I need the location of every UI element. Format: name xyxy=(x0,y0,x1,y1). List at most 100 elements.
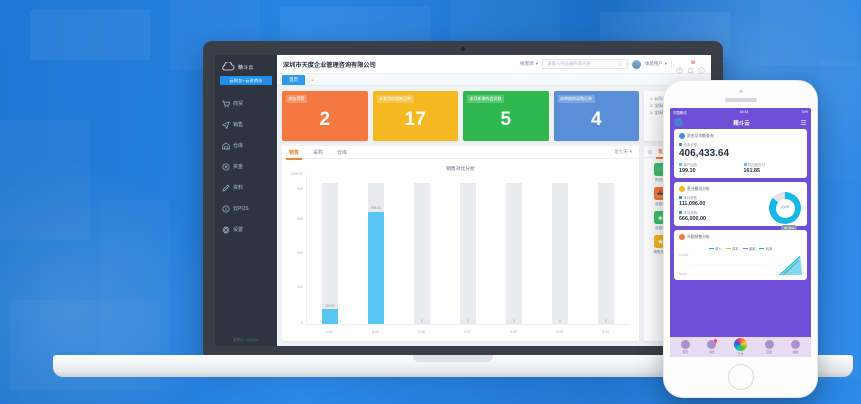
tab-sales[interactable]: 销售 xyxy=(285,146,303,160)
legend-item: 利润 xyxy=(759,246,772,251)
payable-block: 供应商应付 161.85 xyxy=(743,162,803,174)
phone-camera-icon xyxy=(739,90,742,93)
send-icon xyxy=(222,120,230,129)
payable-value: 161.85 xyxy=(743,168,761,174)
mini-plot-area xyxy=(690,254,802,276)
sidebar-item-label: 设置 xyxy=(233,227,244,233)
gear-icon xyxy=(222,225,230,234)
tab-home[interactable]: 首页 xyxy=(282,75,306,85)
tab-purchase[interactable]: 采购 xyxy=(313,149,324,156)
tab-strip: 首页 + xyxy=(277,74,711,86)
wallet-icon xyxy=(679,133,685,139)
content-left-column: 库存预警 2 未发货的销售订单 17 本月新增的会员数 5 xyxy=(282,91,639,341)
quick-action-label: 销售报表 xyxy=(653,250,668,254)
tab-home[interactable]: 首页 xyxy=(680,340,690,354)
chart-pie-icon xyxy=(679,186,685,192)
carrier-label: 中国移动 xyxy=(673,110,687,115)
brand-logo-group[interactable]: 精斗云 xyxy=(215,55,277,74)
kpi-value: 2 xyxy=(319,108,331,130)
list-menu-icon[interactable] xyxy=(800,119,807,126)
y-tick: 1000.87 xyxy=(290,172,303,176)
laptop-bezel: 精斗云 云财务+云进销存 商贸 销售 xyxy=(203,41,723,356)
sidebar-item-label: 销售 xyxy=(233,122,244,128)
sidebar-item-sales[interactable]: 销售 xyxy=(215,114,277,135)
sidebar-nav: 商贸 销售 仓库 xyxy=(215,93,277,240)
tab-profile[interactable]: 我的 xyxy=(791,340,801,354)
phone-field-sales-card[interactable]: 外勤销售分析 收入 成本 费用 利润 100,000 50,000 xyxy=(674,230,807,280)
pencil-icon xyxy=(222,183,230,192)
kpi-card-row: 库存预警 2 未发货的销售订单 17 本月新增的会员数 5 xyxy=(282,91,639,141)
clock-label: 16:34 xyxy=(739,110,749,114)
search-icon[interactable] xyxy=(617,61,623,67)
topbar-right-group: 搜客牌 ▾ 请输入商品编码或名称 体验用户 ▾ xyxy=(520,59,705,74)
phone-nav-bar: 精斗云 xyxy=(670,116,811,129)
quick-action-label: 收款单 xyxy=(655,202,666,206)
tab-apps[interactable]: 应用 xyxy=(764,340,774,354)
sidebar-item-label: 资金 xyxy=(233,164,244,170)
x-tick: 5-04 xyxy=(325,329,333,334)
tab-work[interactable]: 工作 xyxy=(733,338,747,356)
bar-group[interactable]: 0 xyxy=(583,174,629,324)
user-menu[interactable]: 体验用户 ▾ xyxy=(645,61,667,67)
collapse-icon[interactable] xyxy=(648,149,652,154)
search-input[interactable]: 请输入商品编码或名称 xyxy=(542,59,629,69)
kpi-card-new-members[interactable]: 本月新增的会员数 5 xyxy=(463,91,549,141)
phone-home-button[interactable] xyxy=(727,364,754,390)
chevron-down-icon: ▾ xyxy=(664,61,667,66)
bar-group[interactable]: 0 xyxy=(491,174,537,324)
payable-label: 供应商应付 xyxy=(743,162,803,167)
kpi-value: 17 xyxy=(404,108,426,130)
receivable-block: 客户应收 199.10 xyxy=(679,162,738,174)
user-avatar[interactable] xyxy=(674,118,683,127)
kpi-label: 未审核的采购订单 xyxy=(557,95,595,103)
kpi-card-stock-warning[interactable]: 库存预警 2 xyxy=(282,91,368,141)
app-content: 库存预警 2 未发货的销售订单 17 本月新增的会员数 5 xyxy=(277,86,711,346)
sidebar-item-pos[interactable]: 云POS xyxy=(215,198,277,219)
bar-group[interactable]: 100.00 xyxy=(307,174,353,324)
tab-warehouse[interactable]: 仓库 xyxy=(337,149,348,156)
kpi-card-unshipped-orders[interactable]: 未发货的销售订单 17 xyxy=(372,91,458,141)
chevron-down-icon: ▾ xyxy=(535,61,539,66)
kpi-card-unaudited-purchase[interactable]: 未审核的采购订单 4 xyxy=(553,91,639,141)
x-tick: 5-06 xyxy=(417,329,425,334)
x-tick: 5-09 xyxy=(556,329,564,334)
card-header: 资金及余额查询 xyxy=(679,133,802,139)
apps-icon[interactable] xyxy=(698,61,705,74)
bar-group[interactable]: 0 xyxy=(537,174,583,324)
date-range-select[interactable]: 近七天 ▾ xyxy=(614,149,632,154)
laptop-screen: 精斗云 云财务+云进销存 商贸 销售 xyxy=(215,55,711,346)
bar-track xyxy=(598,183,614,324)
user-avatar[interactable] xyxy=(632,59,642,69)
card-header: 营业概况分析 › xyxy=(679,186,802,192)
trend-icon xyxy=(679,234,685,240)
bar-value xyxy=(322,309,338,324)
tab-messages[interactable]: 消息 xyxy=(707,339,718,354)
sidebar-item-warehouse[interactable]: 仓库 xyxy=(215,135,277,156)
card-header: 外勤销售分析 xyxy=(679,234,802,240)
message-icon xyxy=(707,340,717,349)
x-tick: 5-07 xyxy=(464,329,471,334)
add-tab-button[interactable]: + xyxy=(311,78,315,84)
sidebar-item-settings[interactable]: 设置 xyxy=(215,219,277,240)
chevron-down-icon: ▾ xyxy=(629,149,632,154)
sidebar-item-trade[interactable]: 商贸 xyxy=(215,93,277,114)
bar-track xyxy=(322,183,338,324)
bell-icon[interactable]: 5 xyxy=(687,59,695,74)
bar-group[interactable]: 998.00 xyxy=(353,174,399,324)
sidebar-item-data[interactable]: 资料 xyxy=(215,177,277,198)
phone-business-card[interactable]: 营业概况分析 › 本月销售 111,096.00 本月采购 666,000.00… xyxy=(674,182,807,231)
bar-group[interactable]: 0 xyxy=(445,174,491,324)
y-tick: 0 xyxy=(301,321,303,326)
topbar-divider xyxy=(671,60,672,68)
search-scope-select[interactable]: 搜客牌 ▾ xyxy=(520,61,539,66)
x-tick: 5-08 xyxy=(510,329,518,334)
sidebar-item-funds[interactable]: 资金 xyxy=(215,156,277,177)
chevron-right-icon[interactable]: › xyxy=(800,186,803,192)
bar-group[interactable]: 0 xyxy=(399,174,445,324)
phone-device: 中国移动 16:34 74% 精斗云 资金及余额查询 资金余额 406, xyxy=(663,80,818,398)
chart-tab-row: 销售 采购 仓库 近七天 ▾ xyxy=(282,146,639,160)
laptop-notch xyxy=(413,355,493,362)
help-icon[interactable] xyxy=(676,61,683,74)
phone-balance-card[interactable]: 资金及余额查询 资金余额 406,433.64 客户应收 199.10 xyxy=(674,129,807,178)
bar-label: 0 xyxy=(421,318,423,323)
